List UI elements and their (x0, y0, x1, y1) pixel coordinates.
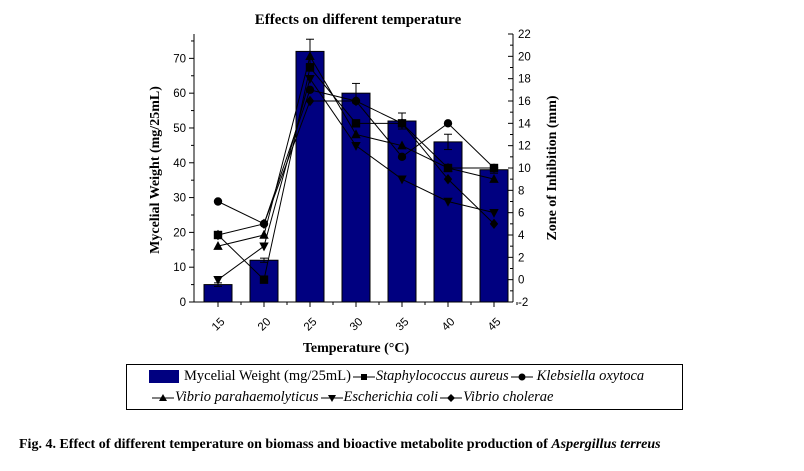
y-right-tick-label: 0 (518, 275, 524, 287)
y-left-tick-label: 30 (173, 193, 186, 205)
y-right-tick-label: 8 (518, 185, 524, 197)
y-left-tick-label: 60 (173, 88, 186, 100)
legend-label-escherichia: Escherichia coli (343, 389, 439, 405)
legend-bar-swatch (149, 370, 179, 383)
triangle-down-point-30 (351, 141, 361, 151)
triangle-down-point-40 (443, 197, 453, 207)
bar-series (203, 38, 509, 303)
legend-row-1: Mycelial Weight (mg/25mL) Staphylococcus… (149, 368, 645, 385)
x-tick-label: 45 (486, 316, 504, 334)
y-right-tick-label: 18 (518, 74, 531, 86)
y-left-tick-label: 20 (173, 227, 186, 239)
y-left-tick-label: 40 (173, 158, 186, 170)
legend-label-bar: Mycelial Weight (mg/25mL) (184, 368, 351, 384)
y-right-tick-label: 12 (518, 141, 531, 153)
legend: Mycelial Weight (mg/25mL) Staphylococcus… (126, 364, 683, 410)
circle-point-40 (443, 119, 453, 128)
series-vibrio-cholerae (213, 95, 499, 241)
legend-square-icon (352, 373, 375, 380)
diamond-point-25 (305, 95, 315, 107)
x-tick-label: 35 (394, 316, 412, 334)
x-tick-label: 25 (302, 316, 320, 334)
bar-45 (479, 169, 509, 303)
caption-text: Fig. 4. Effect of different temperature … (19, 437, 552, 452)
bar-15 (203, 284, 233, 303)
triangle-up-point-40 (443, 162, 453, 172)
y-right-tick-label: 4 (518, 230, 525, 242)
triangle-down-point-20 (259, 242, 269, 252)
legend-circle-icon (510, 373, 533, 380)
diamond-point-40 (443, 173, 453, 185)
legend-label-staphylococcus: Staphylococcus aureus (375, 368, 509, 384)
y-left-tick-label: 10 (173, 262, 186, 274)
legend-diamond-icon (440, 393, 463, 402)
diamond-point-30 (351, 95, 361, 107)
y-axis-right-label: Zone of Inhibition (mm) (545, 95, 560, 240)
triangle-up-point-45 (489, 173, 499, 183)
y-right-tick-label: 14 (518, 118, 531, 130)
caption-species: Aspergillus terreus (551, 437, 661, 452)
diamond-point-35 (397, 118, 407, 129)
legend-triangle-up-icon (152, 393, 174, 401)
y-right-tick-label: 22 (518, 29, 531, 41)
diamond-point-45 (489, 218, 499, 230)
y-right-tick-label: 16 (518, 96, 531, 108)
figure-caption: Fig. 4. Effect of different temperature … (19, 437, 661, 453)
y-left-tick-label: 70 (173, 53, 186, 65)
triangle-up-point-15 (213, 240, 223, 250)
x-tick-label: 30 (348, 316, 366, 334)
series-escherichia-coli (213, 74, 499, 285)
diamond-point-15 (213, 229, 223, 241)
square-point-30 (351, 119, 361, 128)
series-vibrio-parahaemolyticus (213, 51, 499, 250)
y-right-tick-label: 20 (518, 51, 531, 63)
legend-label-klebsiella: Klebsiella oxytoca (536, 368, 645, 384)
legend-triangle-down-icon (320, 394, 343, 402)
y-right-tick-label: -2 (518, 297, 528, 309)
legend-label-vibrio-parahaemolyticus: Vibrio parahaemolyticus (175, 389, 319, 405)
y-axis-left-label: Mycelial Weight (mg/25mL) (148, 86, 163, 254)
triangle-up-point-30 (351, 129, 361, 139)
triangle-down-point-45 (489, 208, 499, 218)
triangle-up-point-25 (305, 51, 315, 61)
y-left-tick-label: 0 (180, 297, 186, 309)
triangle-down-point-15 (213, 275, 223, 285)
x-tick-label: 20 (256, 316, 274, 334)
diamond-point-20 (259, 218, 269, 230)
circle-point-15 (213, 197, 223, 206)
chart-title: Effects on different temperature (255, 12, 462, 28)
y-left-tick-label: 50 (173, 123, 186, 135)
x-tick-label: 15 (210, 316, 228, 334)
triangle-down-point-35 (397, 175, 407, 185)
triangle-down-point-25 (305, 74, 315, 84)
x-axis-label: Temperature (°C) (303, 341, 410, 356)
y-right-tick-label: 6 (518, 208, 524, 220)
x-tick-label: 40 (440, 316, 458, 334)
y-right-tick-label: 10 (518, 163, 531, 175)
line-series (213, 51, 499, 285)
legend-row-2: Vibrio parahaemolyticus Escherichia coli… (151, 389, 555, 406)
square-point-20 (259, 275, 269, 284)
triangle-up-point-35 (397, 140, 407, 150)
circle-point-35 (397, 152, 407, 162)
circle-point-45 (489, 163, 499, 173)
legend-label-vibrio-cholerae: Vibrio cholerae (463, 389, 554, 405)
y-right-tick-label: 2 (518, 252, 524, 264)
square-point-25 (305, 63, 315, 72)
chart: Effects on different temperature 0102030… (148, 12, 560, 356)
